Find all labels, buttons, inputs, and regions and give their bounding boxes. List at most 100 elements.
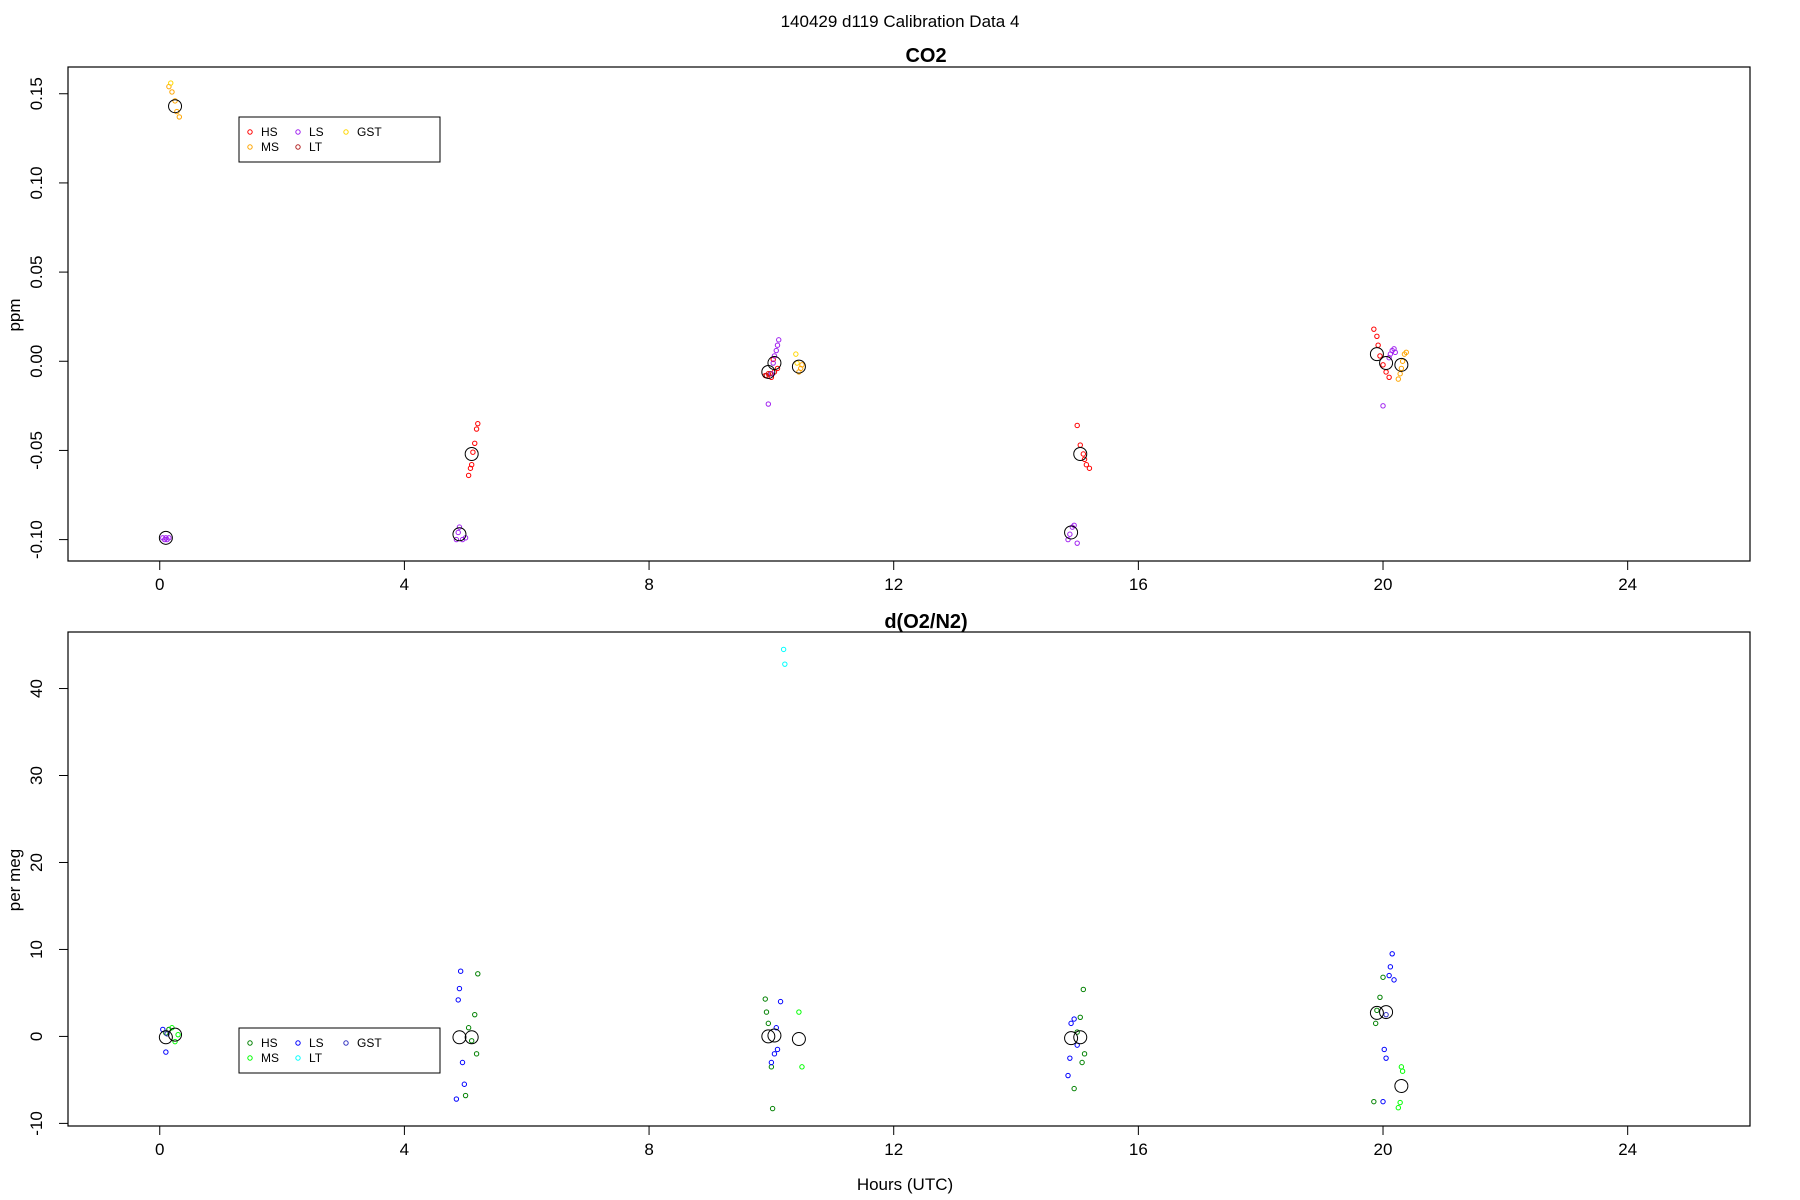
o2n2-plot-frame xyxy=(67,631,1751,1127)
co2-legend-marker xyxy=(295,144,301,150)
co2-point-ls xyxy=(166,535,172,541)
o2n2-point-hs xyxy=(462,1092,469,1099)
o2n2-point-ls xyxy=(774,1046,781,1053)
co2-point-lt xyxy=(767,371,773,377)
co2-point-ls xyxy=(1071,522,1077,529)
co2-point-ms xyxy=(1403,349,1409,356)
o2n2-point-ls xyxy=(1389,951,1395,957)
co2-panel: CO2 ppm 0 4 8 12 16 20 24 -0.10 -0.05 0.00 0.05 0.1… xyxy=(5,45,1751,594)
co2-legend-label: MS xyxy=(261,140,279,154)
o2n2-point-ls xyxy=(1383,1055,1389,1061)
co2-point-ls xyxy=(773,347,779,354)
o2n2-x-tick-label: 12 xyxy=(884,1140,903,1159)
co2-plot-layer: 0 4 8 12 16 20 24 -0.10 -0.05 0.00 0.05 0.10 0.15 xyxy=(27,77,1637,594)
co2-point-hs xyxy=(1374,333,1380,339)
co2-point-ls xyxy=(456,524,463,530)
o2n2-point-lt xyxy=(780,646,787,653)
o2n2-point-hs xyxy=(765,1020,772,1027)
co2-point-gst xyxy=(793,351,799,357)
co2-point-hs xyxy=(475,420,481,427)
co2-point-ls xyxy=(776,337,782,343)
o2n2-y-tick-label: 0 xyxy=(27,1032,46,1041)
co2-point-gst xyxy=(168,80,174,86)
co2-point-hs xyxy=(1371,326,1377,332)
o2n2-x-tick-label: 8 xyxy=(644,1140,653,1159)
co2-x-tick-label: 16 xyxy=(1129,575,1148,594)
co2-point-ms xyxy=(799,362,805,368)
o2n2-legend-label: LT xyxy=(309,1051,323,1065)
co2-mean-marker xyxy=(464,446,479,461)
o2n2-point-ls xyxy=(773,1025,779,1031)
o2n2-x-tick-label: 24 xyxy=(1618,1140,1637,1159)
o2n2-legend-label: HS xyxy=(261,1036,278,1050)
o2n2-point-hs xyxy=(465,1025,472,1031)
o2n2-mean-marker xyxy=(1379,1005,1394,1020)
o2n2-point-ls xyxy=(457,968,464,974)
co2-point-ls xyxy=(453,536,460,543)
o2n2-x-tick-label: 4 xyxy=(400,1140,409,1159)
o2n2-point-ls xyxy=(459,1059,466,1066)
co2-point-ls xyxy=(774,342,781,348)
o2n2-legend-marker xyxy=(247,1055,253,1061)
co2-mean-marker xyxy=(158,530,173,545)
figure-title: 140429 d119 Calibration Data 4 xyxy=(781,12,1020,31)
co2-mean-marker xyxy=(452,527,467,542)
o2n2-point-hs xyxy=(1377,994,1383,1000)
co2-ylabel: ppm xyxy=(5,298,24,331)
o2n2-y-tick-label: 30 xyxy=(27,766,46,785)
co2-title: CO2 xyxy=(905,45,946,67)
o2n2-point-hs xyxy=(1079,1059,1085,1066)
co2-point-hs xyxy=(774,365,781,372)
o2n2-point-hs xyxy=(1074,1029,1080,1035)
o2n2-point-ms xyxy=(1399,1068,1406,1074)
co2-point-hs xyxy=(465,472,472,479)
co2-mean-marker xyxy=(168,99,183,114)
o2n2-point-ls xyxy=(768,1059,775,1066)
co2-y-tick-label: -0.05 xyxy=(27,431,46,470)
o2n2-legend-marker xyxy=(295,1040,301,1046)
co2-point-hs xyxy=(472,440,478,446)
co2-point-ms xyxy=(1395,376,1402,382)
o2n2-mean-marker xyxy=(168,1027,183,1042)
o2n2-point-hs xyxy=(1374,1007,1380,1014)
co2-y-tick-label: -0.10 xyxy=(27,520,46,559)
o2n2-x-tick-label: 0 xyxy=(155,1140,164,1159)
co2-legend-label: GST xyxy=(357,125,382,139)
o2n2-mean-marker xyxy=(1369,1005,1384,1020)
co2-x-tick-label: 12 xyxy=(884,575,903,594)
o2n2-y-tick-label: 20 xyxy=(27,853,46,872)
o2n2-point-hs xyxy=(475,971,481,977)
co2-point-ls xyxy=(771,353,778,359)
co2-mean-marker xyxy=(1394,357,1409,372)
o2n2-point-ms xyxy=(172,1038,178,1045)
o2n2-mean-marker xyxy=(158,1030,173,1045)
o2n2-point-hs xyxy=(769,1105,776,1112)
o2n2-point-gst xyxy=(164,1031,170,1037)
o2n2-point-hs xyxy=(763,1009,770,1015)
o2n2-point-ls xyxy=(455,997,461,1003)
co2-point-hs xyxy=(467,465,474,471)
o2n2-legend-marker xyxy=(343,1040,349,1046)
co2-legend-marker xyxy=(247,144,253,150)
o2n2-point-gst xyxy=(1383,1011,1389,1018)
co2-point-ls xyxy=(1065,536,1071,543)
co2-mean-marker xyxy=(791,359,806,374)
co2-point-ls xyxy=(455,529,461,536)
o2n2-point-ls xyxy=(1071,1016,1077,1022)
co2-point-hs xyxy=(1074,422,1080,429)
o2n2-point-hs xyxy=(1080,986,1087,993)
o2n2-y-tick-label: -10 xyxy=(27,1111,46,1136)
o2n2-mean-marker xyxy=(791,1032,806,1047)
o2n2-point-hs xyxy=(1372,1020,1379,1027)
co2-point-hs xyxy=(1083,461,1090,468)
o2n2-point-ls xyxy=(453,1096,460,1102)
co2-y-tick-label: 0.00 xyxy=(27,345,46,378)
co2-legend-marker xyxy=(343,129,349,135)
co2-point-ms xyxy=(169,89,175,95)
o2n2-point-hs xyxy=(472,1011,478,1018)
co2-legend-box xyxy=(238,116,441,163)
o2n2-point-ms xyxy=(169,1025,175,1031)
o2n2-point-ls xyxy=(1065,1072,1071,1079)
o2n2-point-hs xyxy=(762,996,768,1002)
co2-y-tick-label: 0.15 xyxy=(27,77,46,110)
